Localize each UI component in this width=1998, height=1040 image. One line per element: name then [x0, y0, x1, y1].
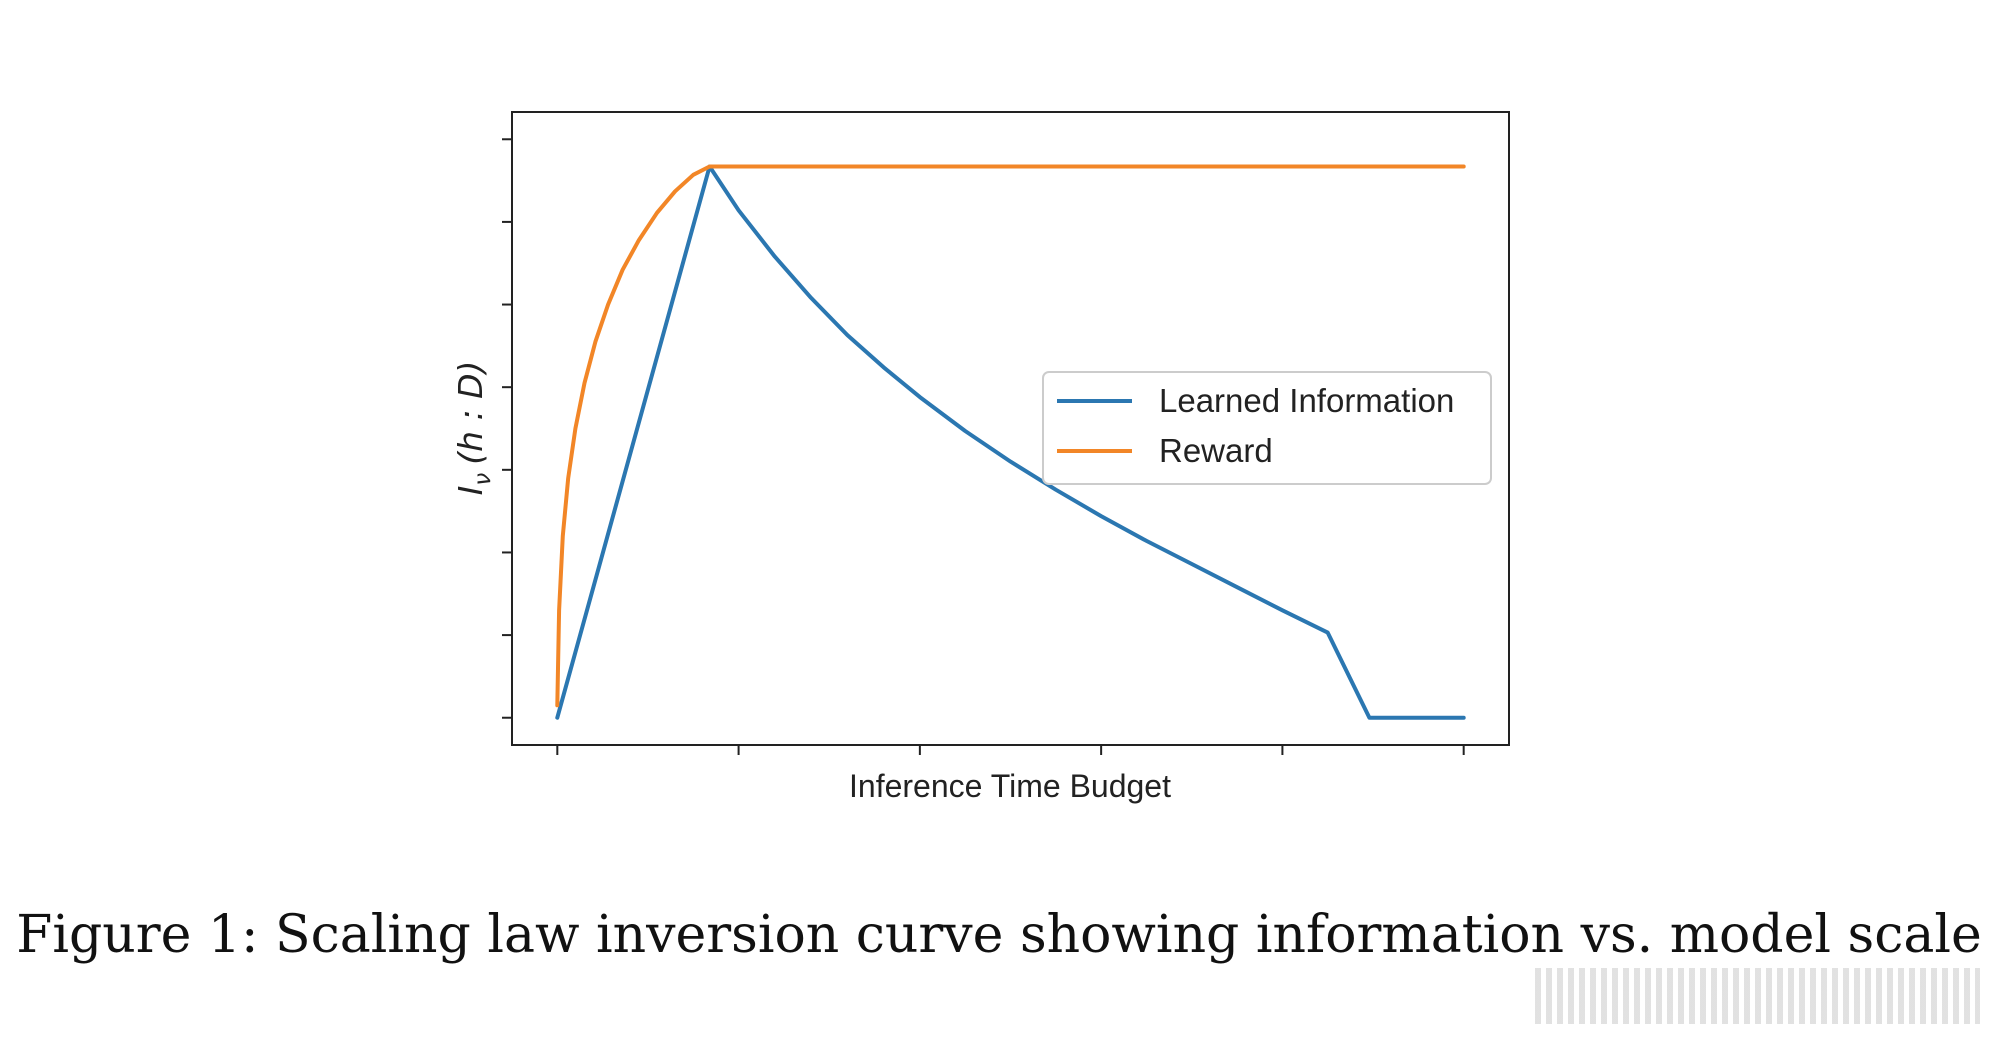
- y-axis-label-main: I: [451, 486, 490, 496]
- figure-caption: Figure 1: Scaling law inversion curve sh…: [16, 905, 1982, 965]
- series-layer: [555, 164, 1466, 720]
- plot-area: [502, 111, 1510, 755]
- legend-label-learned-information: Learned Information: [1159, 382, 1454, 419]
- x-axis-label: Inference Time Budget: [849, 768, 1171, 804]
- legend-box: [1042, 371, 1492, 485]
- series-line-reward: [555, 164, 1466, 708]
- y-ticks: [502, 138, 512, 719]
- svg-text:Iν(h : D): Iν (h : D): [451, 361, 496, 496]
- watermark-signature: [1535, 968, 1980, 1024]
- legend: Learned Information Reward: [1042, 371, 1492, 485]
- axes-frame: [511, 111, 1510, 746]
- y-axis-label-args: (h : D): [451, 361, 490, 465]
- y-axis-label: Iν (h : D): [451, 361, 496, 496]
- x-ticks: [556, 745, 1465, 755]
- legend-label-reward: Reward: [1159, 432, 1273, 469]
- series-line-learned-information: [555, 164, 1466, 720]
- y-axis-label-sub: ν: [470, 473, 496, 486]
